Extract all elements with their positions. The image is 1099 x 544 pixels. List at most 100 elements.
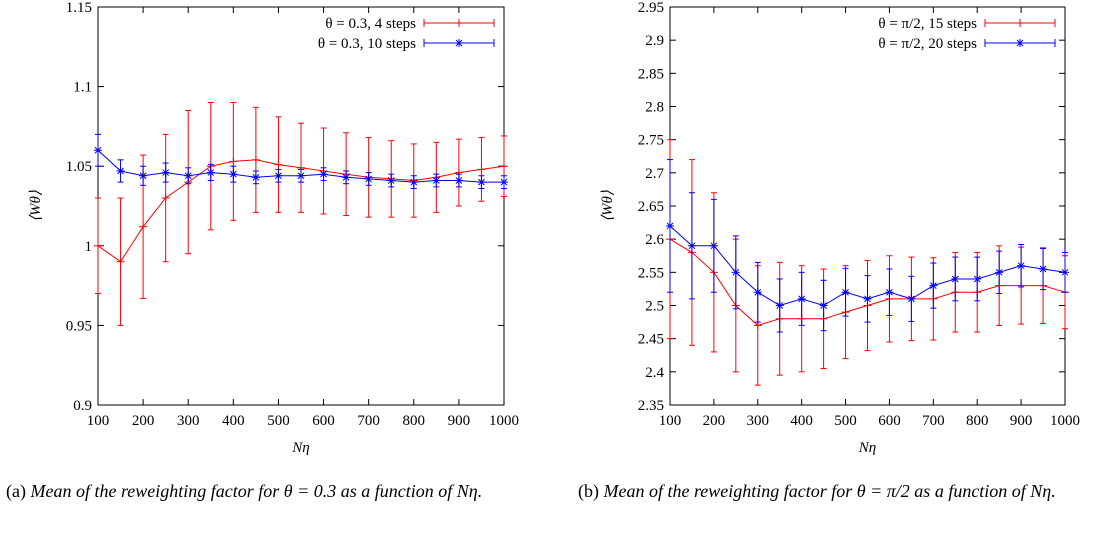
- x-axis-label: Nη: [291, 440, 309, 456]
- y-tick-label: 2.7: [645, 166, 664, 182]
- data-point: [1017, 261, 1026, 270]
- y-tick-label: 2.5: [645, 299, 664, 315]
- x-tick-label: 200: [703, 413, 726, 429]
- data-point: [319, 170, 328, 179]
- caption-a: (a) Mean of the reweighting factor for θ…: [6, 478, 526, 505]
- data-point: [206, 168, 215, 177]
- x-tick-label: 100: [87, 413, 110, 429]
- caption-b: (b) Mean of the reweighting factor for θ…: [578, 478, 1093, 505]
- series-plus-0: [94, 102, 508, 326]
- data-point: [500, 178, 508, 187]
- data-point: [184, 171, 193, 180]
- series-star-1: [94, 133, 508, 189]
- x-tick-label: 400: [790, 413, 813, 429]
- x-tick-label: 100: [659, 413, 682, 429]
- data-point: [819, 301, 828, 310]
- data-point: [995, 268, 1004, 277]
- x-tick-label: 300: [747, 413, 770, 429]
- data-point: [687, 241, 696, 250]
- y-tick-label: 2.9: [645, 33, 664, 49]
- legend-label: θ = 0.3, 10 steps: [318, 36, 416, 52]
- chart-panel-a: 100 200 300 400 500 600 700 800 900 1000 0.9 0.95 1 1…: [28, 0, 519, 456]
- data-point: [841, 288, 850, 297]
- caption-b-prefix: (b): [578, 481, 599, 501]
- x-tick-label: 600: [878, 413, 901, 429]
- data-point: [1039, 265, 1048, 274]
- legend-label: θ = π/2, 15 steps: [878, 16, 977, 32]
- legend-entry: θ = π/2, 20 steps: [878, 36, 1056, 52]
- x-tick-label: 200: [132, 413, 155, 429]
- y-tick-label: 2.4: [645, 365, 664, 381]
- series-plus-0: [666, 139, 1069, 386]
- legend-entry: θ = π/2, 15 steps: [878, 16, 1056, 32]
- data-point: [885, 288, 894, 297]
- y-tick-label: 0.95: [66, 318, 92, 334]
- y-tick-label: 2.65: [638, 199, 664, 215]
- data-point: [973, 274, 982, 283]
- y-tick-label: 1: [85, 239, 93, 255]
- data-point: [477, 165, 486, 174]
- data-point: [229, 170, 238, 179]
- y-tick-label: 2.35: [638, 398, 664, 414]
- y-tick-label: 0.9: [73, 398, 92, 414]
- y-axis-label: ⟨Wθ⟩: [600, 190, 616, 222]
- y-tick-label: 2.45: [638, 332, 664, 348]
- x-tick-label: 1000: [489, 413, 519, 429]
- data-point: [274, 171, 283, 180]
- legend-marker: [1016, 39, 1024, 47]
- data-point: [409, 178, 418, 187]
- x-tick-label: 500: [834, 413, 857, 429]
- x-tick-label: 700: [922, 413, 945, 429]
- y-tick-label: 2.6: [645, 232, 664, 248]
- data-point: [775, 301, 784, 310]
- data-point: [432, 176, 441, 185]
- x-tick-label: 1000: [1050, 413, 1080, 429]
- data-point: [500, 162, 508, 171]
- data-point: [709, 241, 718, 250]
- data-point: [139, 171, 148, 180]
- y-tick-label: 2.85: [638, 66, 664, 82]
- chart-panel-b: 100 200 300 400 500 600 700 800 900 1000 2.35 2.4 2.…: [600, 0, 1080, 456]
- y-tick-label: 2.95: [638, 0, 664, 16]
- y-tick-label: 1.1: [73, 80, 92, 96]
- legend-label: θ = π/2, 20 steps: [878, 36, 977, 52]
- data-point: [251, 155, 260, 164]
- data-point: [731, 268, 740, 277]
- data-point: [229, 157, 238, 166]
- y-tick-label: 2.55: [638, 265, 664, 281]
- data-point: [666, 221, 674, 230]
- data-point: [1061, 268, 1069, 277]
- data-point: [161, 194, 170, 203]
- legend-entry: θ = 0.3, 4 steps: [325, 16, 495, 32]
- y-tick-label: 2.8: [645, 100, 664, 116]
- caption-a-prefix: (a): [6, 481, 26, 501]
- data-point: [274, 160, 283, 169]
- data-point: [364, 174, 373, 183]
- data-point: [454, 176, 463, 185]
- data-point: [342, 173, 351, 182]
- caption-a-text: Mean of the reweighting factor for θ = 0…: [30, 481, 483, 501]
- y-axis-label: ⟨Wθ⟩: [28, 190, 44, 222]
- data-point: [797, 294, 806, 303]
- data-point: [951, 274, 960, 283]
- caption-b-text: Mean of the reweighting factor for θ = π…: [603, 481, 1056, 501]
- x-tick-label: 300: [177, 413, 200, 429]
- x-axis-label: Nη: [858, 440, 876, 456]
- x-tick-label: 800: [403, 413, 426, 429]
- y-tick-label: 2.75: [638, 133, 664, 149]
- data-point: [753, 321, 762, 330]
- data-point: [387, 176, 396, 185]
- data-point: [251, 173, 260, 182]
- data-point: [297, 171, 305, 180]
- data-point: [863, 294, 872, 303]
- data-point: [116, 257, 125, 266]
- data-point: [907, 294, 916, 303]
- x-tick-label: 800: [966, 413, 989, 429]
- y-tick-label: 1.05: [66, 159, 92, 175]
- data-point: [161, 168, 170, 177]
- y-tick-label: 1.15: [66, 0, 92, 16]
- legend-label: θ = 0.3, 4 steps: [325, 16, 416, 32]
- data-point: [477, 178, 486, 187]
- data-point: [139, 222, 148, 231]
- x-tick-label: 900: [448, 413, 471, 429]
